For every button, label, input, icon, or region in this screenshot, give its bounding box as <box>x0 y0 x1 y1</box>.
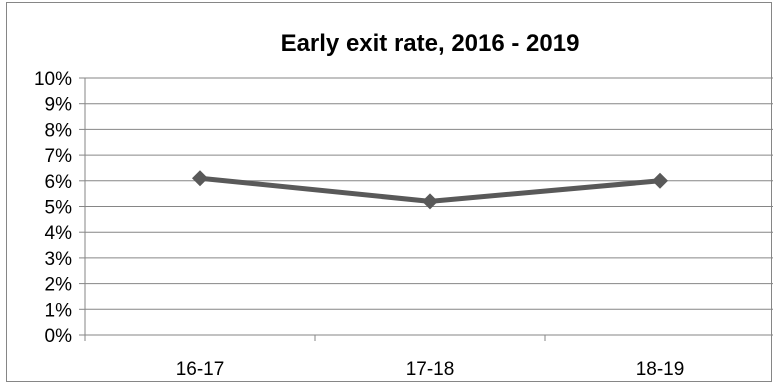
x-tick-labels: 16-17 17-18 18-19 <box>176 359 685 378</box>
y-tick-label: 0% <box>45 326 73 347</box>
y-tick-label: 8% <box>45 120 73 141</box>
series <box>192 170 668 210</box>
y-tick-label: 5% <box>45 198 73 219</box>
chart-title: Early exit rate, 2016 - 2019 <box>280 30 580 57</box>
data-point-marker <box>652 172 668 189</box>
x-tick-label: 16-17 <box>176 359 225 378</box>
y-tick-label: 6% <box>45 172 73 193</box>
y-tick-label: 7% <box>45 146 73 167</box>
y-tick-label: 4% <box>45 223 73 244</box>
x-tick-label: 17-18 <box>406 359 455 378</box>
y-tick-label: 9% <box>45 95 73 116</box>
gridlines <box>85 77 773 310</box>
data-point-marker <box>192 170 208 187</box>
axes <box>79 77 773 341</box>
y-tick-label: 2% <box>45 275 73 296</box>
y-tick-label: 3% <box>45 249 73 270</box>
x-tick-label: 18-19 <box>636 359 685 378</box>
y-tick-label: 1% <box>45 300 73 321</box>
y-tick-labels: 0% 1% 2% 3% 4% 5% 6% 7% 8% 9% 10% <box>34 69 72 347</box>
chart-frame <box>6 2 772 382</box>
y-tick-label: 10% <box>34 69 72 90</box>
data-point-marker <box>422 193 438 210</box>
